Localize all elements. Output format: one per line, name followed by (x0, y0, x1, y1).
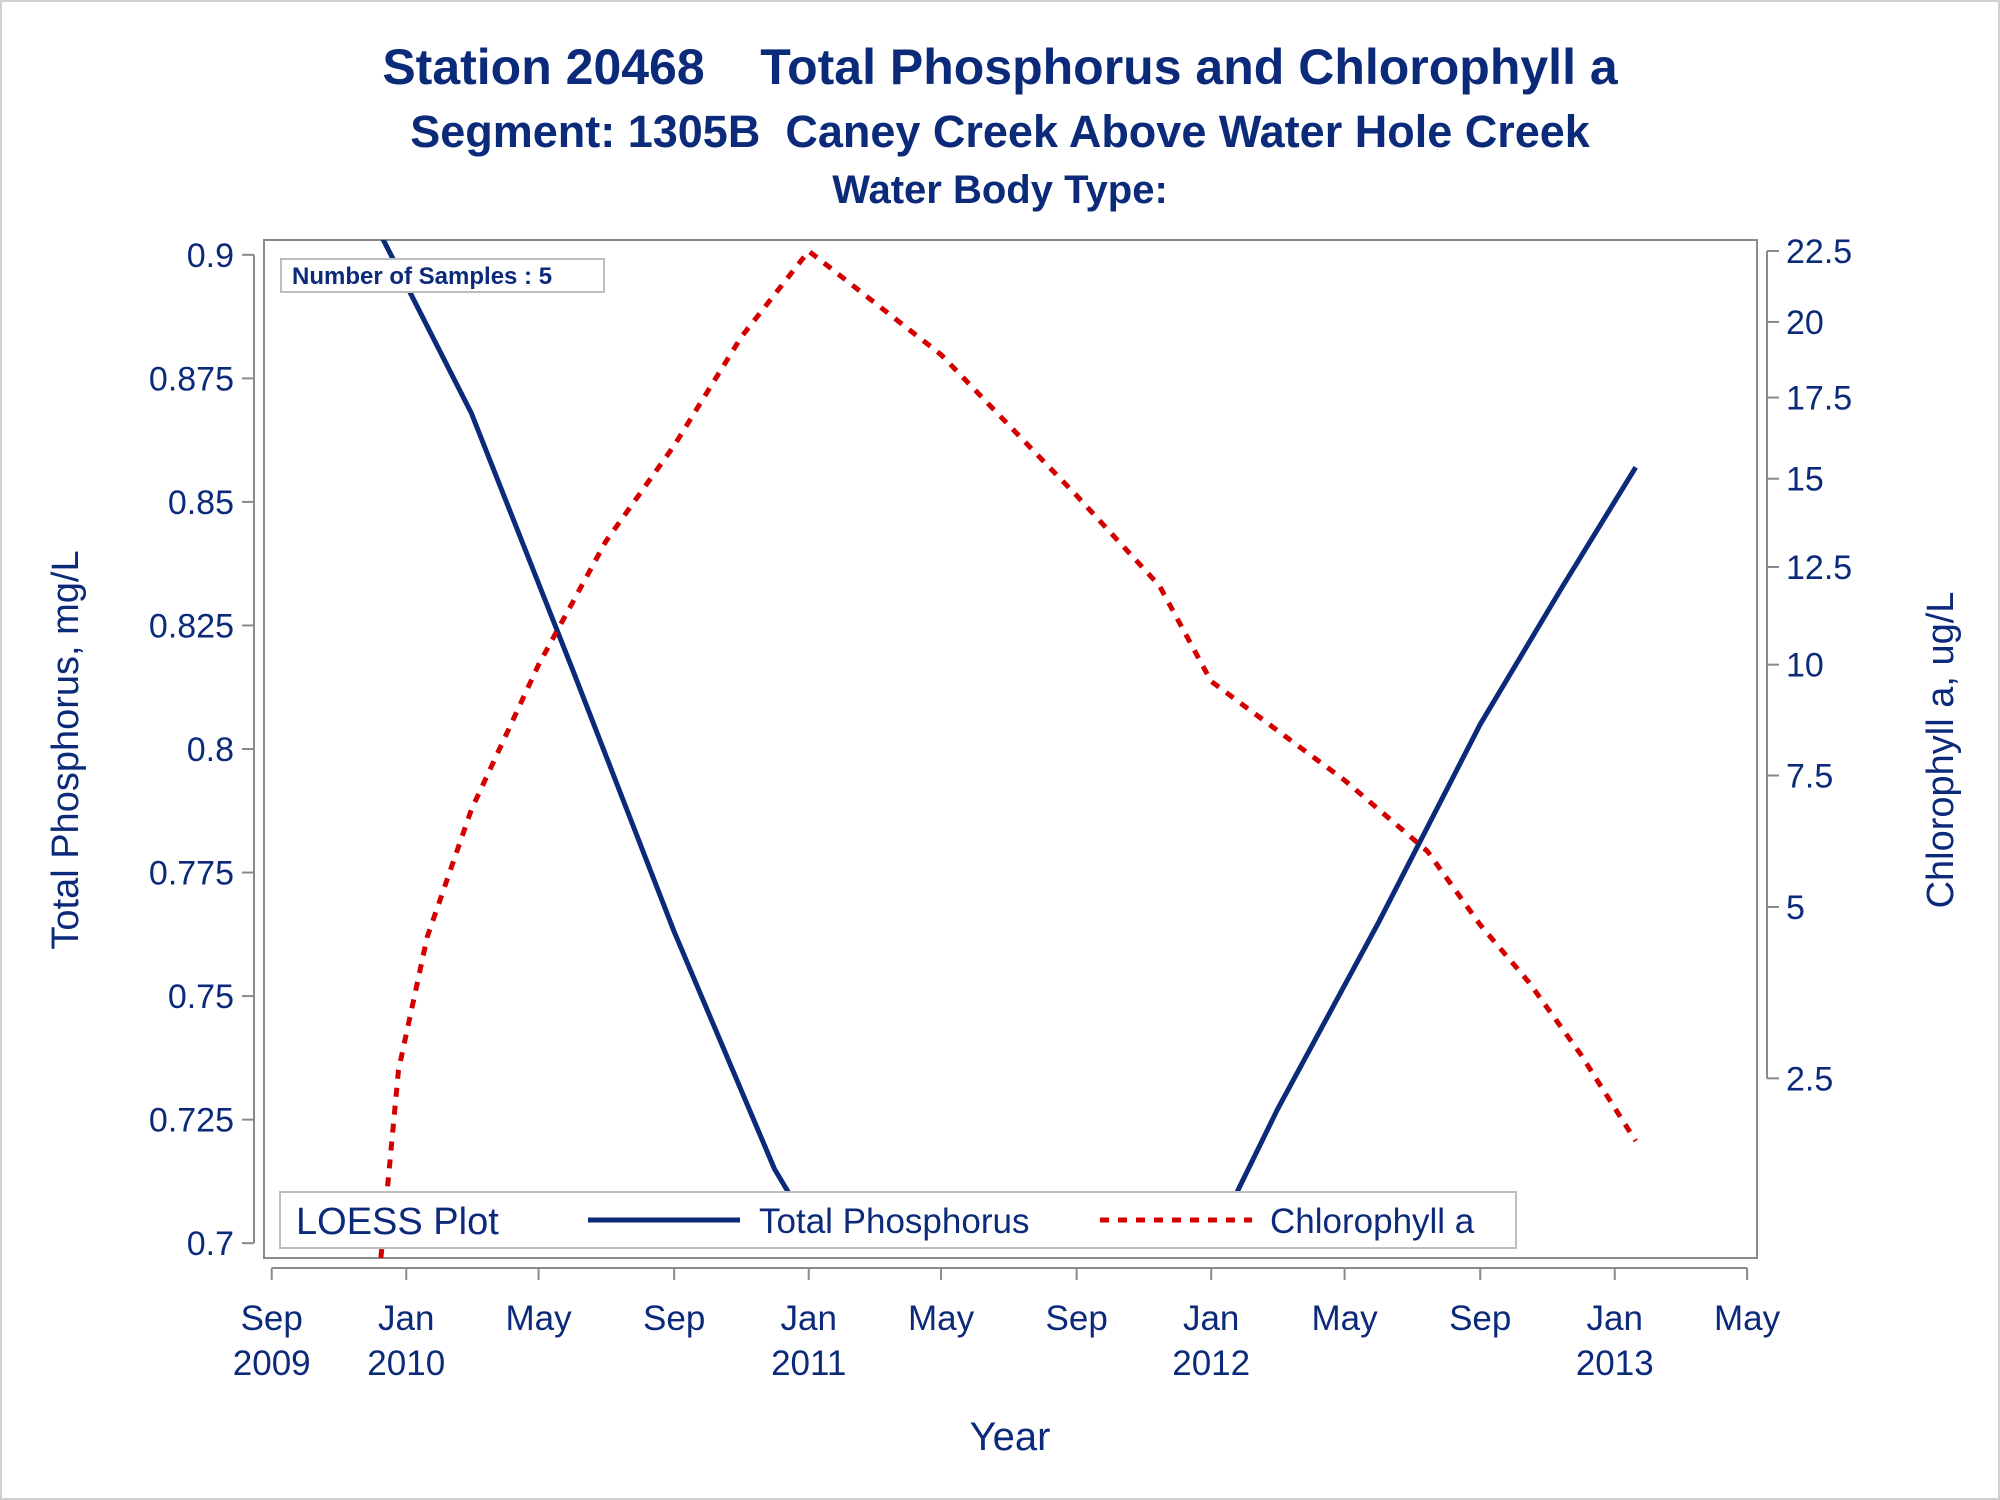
plot-area-frame (263, 239, 1758, 1259)
x-tick-label: Sep (1449, 1299, 1511, 1338)
y-left-tick-label: 0.8 (187, 731, 234, 769)
y-axis-right: 2.5 5 7.5 10 12.5 15 17.5 20 22.5 (1766, 233, 1852, 1098)
y-right-tick-label: 2.5 (1786, 1060, 1833, 1098)
series-line-chlorophyll (378, 248, 1638, 1258)
x-tick-label: Jan (1587, 1299, 1643, 1338)
y-axis-right-label: Chlorophyll a, ug/L (1920, 592, 1962, 909)
y-left-tick-label: 0.875 (149, 360, 234, 398)
y-left-tick-label: 0.7 (187, 1225, 234, 1263)
sample-count-label: Number of Samples : 5 (292, 263, 552, 290)
y-right-tick-label: 20 (1786, 304, 1824, 342)
x-tick-label: May (505, 1299, 572, 1338)
x-tick-label: May (908, 1299, 975, 1338)
series-line-phosphorus (380, 240, 1638, 1231)
x-tick-label: May (1714, 1299, 1781, 1338)
x-tick-label: May (1312, 1299, 1379, 1338)
y-left-tick-label: 0.825 (149, 607, 234, 645)
y-right-tick-label: 15 (1786, 461, 1824, 499)
chart-subtitle-2: Water Body Type: (832, 168, 1168, 212)
x-tick-label: Sep (1046, 1299, 1108, 1338)
x-tick-year-label: 2011 (771, 1344, 846, 1383)
y-right-tick-label: 12.5 (1786, 549, 1852, 587)
x-tick-label: Jan (780, 1299, 836, 1338)
x-tick-year-label: 2012 (1172, 1344, 1250, 1383)
x-tick-year-label: 2009 (233, 1344, 311, 1383)
x-axis-label: Year (970, 1415, 1051, 1459)
chart-title: Station 20468 Total Phosphorus and Chlor… (382, 39, 1618, 95)
x-tick-year-label: 2013 (1576, 1344, 1654, 1383)
y-right-tick-label: 17.5 (1786, 380, 1852, 418)
sample-count-box: Number of Samples : 5 (280, 258, 605, 293)
y-left-tick-label: 0.85 (168, 484, 234, 522)
legend-item-chlorophyll: Chlorophyll a (1270, 1202, 1475, 1241)
x-tick-label: Sep (643, 1299, 705, 1338)
y-left-tick-label: 0.725 (149, 1102, 234, 1140)
y-left-tick-label: 0.775 (149, 855, 234, 893)
chart-subtitle: Segment: 1305B Caney Creek Above Water H… (410, 106, 1590, 157)
x-tick-year-label: 2010 (367, 1344, 445, 1383)
y-right-tick-label: 7.5 (1786, 758, 1833, 796)
y-axis-left: 0.7 0.725 0.75 0.775 0.8 0.825 0.85 0.875 0.9 (149, 237, 255, 1263)
y-axis-left-label: Total Phosphorus, mg/L (45, 550, 87, 949)
y-left-tick-label: 0.9 (187, 237, 234, 275)
y-left-tick-label: 0.75 (168, 978, 234, 1016)
legend-title: LOESS Plot (296, 1201, 499, 1243)
legend: LOESS Plot Total Phosphorus Chlorophyll … (279, 1191, 1517, 1249)
x-axis: Sep 2009 Jan 2010 May Sep Jan 2011 May Sep Jan 2012… (233, 1267, 1781, 1383)
legend-item-phosphorus: Total Phosphorus (759, 1202, 1029, 1241)
y-right-tick-label: 22.5 (1786, 233, 1852, 271)
x-tick-label: Jan (1183, 1299, 1239, 1338)
x-tick-label: Sep (241, 1299, 303, 1338)
y-right-tick-label: 10 (1786, 647, 1824, 685)
y-right-tick-label: 5 (1786, 889, 1805, 927)
series-layer (378, 240, 1638, 1258)
x-tick-label: Jan (378, 1299, 434, 1338)
